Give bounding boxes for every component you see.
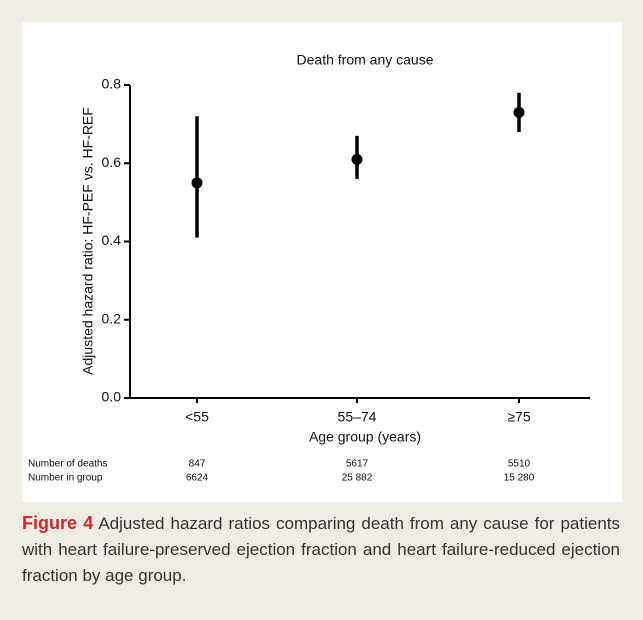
point <box>513 106 525 118</box>
chart-title: Death from any cause <box>297 52 434 68</box>
table-cell: 6624 <box>186 473 209 484</box>
x-tick-label: <55 <box>185 409 209 425</box>
table-row-label: Number of deaths <box>28 459 108 470</box>
caption-text: Adjusted hazard ratios comparing death f… <box>22 514 620 585</box>
table-cell: 25 882 <box>342 473 373 484</box>
y-tick-label: 0.0 <box>102 389 122 405</box>
caption: Figure 4 Adjusted hazard ratios comparin… <box>22 510 620 589</box>
y-tick-label: 0.4 <box>102 232 122 248</box>
table-cell: 15 280 <box>504 473 535 484</box>
y-tick-label: 0.2 <box>102 310 122 326</box>
y-tick-label: 0.8 <box>102 76 122 92</box>
figure-panel <box>22 22 622 502</box>
point <box>191 177 203 189</box>
table-cell: 5510 <box>508 459 531 470</box>
chart: Death from any cause Age group (years) A… <box>28 52 590 484</box>
x-tick-label: 55–74 <box>338 409 377 425</box>
table-row-label: Number in group <box>28 473 103 484</box>
point <box>351 153 363 165</box>
y-tick-label: 0.6 <box>102 154 122 170</box>
caption-label: Figure 4 <box>22 513 94 533</box>
table-cell: 847 <box>189 459 206 470</box>
x-tick-label: ≥75 <box>507 409 530 425</box>
x-axis-label: Age group (years) <box>309 429 421 445</box>
y-axis-label: Adjusted hazard ratio: HF-PEF vs. HF-REF <box>80 107 96 375</box>
table-cell: 5617 <box>346 459 369 470</box>
